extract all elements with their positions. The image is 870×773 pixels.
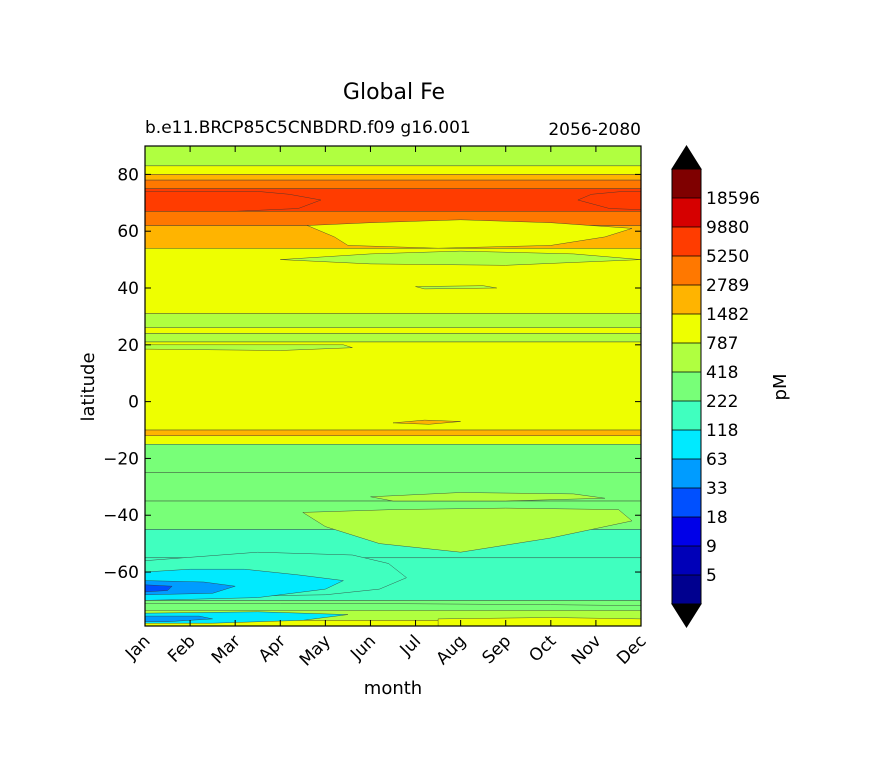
- colorbar-tick-label: 222: [706, 392, 738, 412]
- chart-subtitle-left: b.e11.BRCP85C5CNBDRD.f09 g16.001: [145, 118, 471, 138]
- contour-band: [145, 146, 641, 167]
- x-tick-label: Jun: [346, 631, 380, 665]
- contour-band: [145, 333, 641, 343]
- contour-patch: [145, 344, 353, 351]
- contour-patch: [145, 580, 236, 596]
- contour-bands: [145, 146, 641, 626]
- colorbar-label: pM: [770, 374, 791, 401]
- contour-patch: [280, 250, 641, 266]
- contour-band: [145, 165, 641, 175]
- colorbar-swatch: [672, 372, 701, 401]
- x-tick-label: Nov: [568, 631, 606, 669]
- colorbar-swatch: [672, 459, 701, 488]
- y-tick-label: 40: [117, 279, 139, 299]
- colorbar-tick-label: 18596: [706, 189, 760, 209]
- x-tick-label: Sep: [478, 631, 515, 668]
- x-tick-label: Feb: [164, 631, 199, 666]
- colorbar-tick-label: 787: [706, 334, 738, 354]
- contour-patch: [307, 219, 633, 249]
- colorbar-extend-low: [671, 603, 702, 628]
- colorbar-swatch: [672, 488, 701, 517]
- colorbar-tick-label: 63: [706, 450, 728, 470]
- colorbar-tick-label: 5: [706, 566, 717, 586]
- colorbar-tick-label: 2789: [706, 276, 749, 296]
- colorbar-swatch: [672, 517, 701, 546]
- x-tick-label: Jan: [121, 631, 154, 664]
- chart-title: Global Fe: [343, 80, 445, 105]
- colorbar-swatch: [672, 169, 701, 198]
- contour-patch: [577, 191, 641, 210]
- plot-area: Jan Feb Mar Apr May Jun Jul Aug Sep Oct Nov Dec 80 6…: [103, 145, 651, 670]
- y-tick-label: −60: [103, 563, 139, 583]
- plot-frame: [144, 145, 642, 627]
- contour-band: [145, 341, 641, 431]
- contour-patch: [145, 191, 322, 212]
- x-tick-label: Aug: [433, 631, 471, 669]
- colorbar-frame: [671, 168, 702, 605]
- contour-band: [145, 179, 641, 189]
- colorbar-swatch: [672, 401, 701, 430]
- x-tick-label: Apr: [255, 631, 290, 666]
- colorbar-swatch: [672, 343, 701, 372]
- colorbar-swatch: [672, 430, 701, 459]
- colorbar-tick-label: 9: [706, 537, 717, 557]
- contour-patch: [392, 419, 461, 425]
- colorbar: 5 9 18 33 63 118 222 418 787 1482 2789 5250 9880 1859…: [671, 145, 760, 628]
- colorbar-swatch: [672, 227, 701, 256]
- y-tick-label: 0: [128, 393, 139, 413]
- contour-band: [145, 444, 641, 473]
- y-tick-label: 80: [117, 165, 139, 185]
- x-tick-label: Mar: [208, 631, 245, 668]
- contour-patch: [145, 603, 641, 611]
- y-axis-label: latitude: [78, 352, 99, 421]
- contour-band: [145, 174, 641, 181]
- colorbar-extend-high: [671, 145, 702, 170]
- contour-band: [145, 429, 641, 436]
- colorbar-tick-label: 33: [706, 479, 728, 499]
- y-tick-label: 20: [117, 336, 139, 356]
- colorbar-swatch: [672, 256, 701, 285]
- colorbar-swatch: [672, 285, 701, 314]
- colorbar-tick-label: 1482: [706, 305, 749, 325]
- contour-patch: [145, 584, 173, 593]
- contour-band: [145, 435, 641, 445]
- x-tick-label: May: [296, 631, 335, 670]
- contour-patch: [415, 285, 497, 290]
- chart-subtitle-right: 2056-2080: [548, 120, 641, 140]
- contour-band: [145, 327, 641, 334]
- colorbar-tick-label: 118: [706, 421, 738, 441]
- colorbar-tick-label: 418: [706, 363, 738, 383]
- contour-patch: [370, 492, 605, 502]
- contour-band: [145, 313, 641, 328]
- y-axis: 80 60 40 20 0 −20 −40 −60: [103, 165, 641, 583]
- y-tick-label: −20: [103, 449, 139, 469]
- colorbar-swatch: [672, 575, 701, 604]
- y-tick-label: 60: [117, 222, 139, 242]
- colorbar-tick-label: 5250: [706, 247, 749, 267]
- x-tick-label: Dec: [613, 631, 650, 668]
- colorbar-swatch: [672, 546, 701, 575]
- contour-patch: [145, 611, 348, 624]
- colorbar-tick-label: 18: [706, 508, 728, 528]
- x-tick-label: Jul: [396, 631, 425, 660]
- contour-patch: [302, 507, 633, 553]
- colorbar-swatch: [672, 198, 701, 227]
- x-tick-label: Oct: [525, 631, 560, 666]
- contour-patch: [437, 617, 641, 626]
- colorbar-swatch: [672, 314, 701, 343]
- contour-patches: [145, 191, 641, 626]
- colorbar-tick-label: 9880: [706, 218, 749, 238]
- x-axis-label: month: [364, 678, 422, 699]
- y-tick-label: −40: [103, 506, 139, 526]
